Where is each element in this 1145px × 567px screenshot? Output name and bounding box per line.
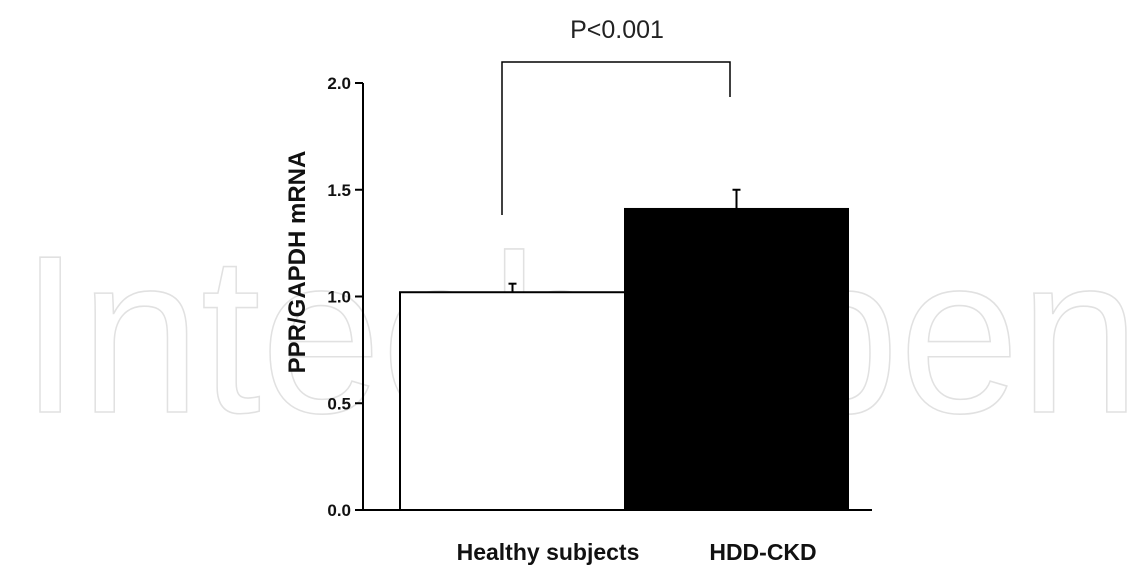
bar [399,291,626,512]
significance-bracket [501,61,731,215]
y-tick-label: 1.5 [327,181,351,200]
p-value-annotation: P<0.001 [570,16,664,44]
x-categories: Healthy subjects HDD-CKD [457,539,817,565]
y-ticks: 0.0 0.5 1.0 1.5 2.0 [327,74,363,520]
y-tick-label: 1.0 [327,288,351,307]
bracket-line [501,61,731,215]
category-label: HDD-CKD [709,539,816,565]
bars [399,188,849,512]
y-tick-label: 0.5 [327,394,351,413]
y-tick-label: 2.0 [327,74,351,93]
category-label: Healthy subjects [457,539,640,565]
y-axis-label: PPR/GAPDH mRNA [284,151,311,374]
bar [624,207,849,511]
y-tick-label: 0.0 [327,501,351,520]
